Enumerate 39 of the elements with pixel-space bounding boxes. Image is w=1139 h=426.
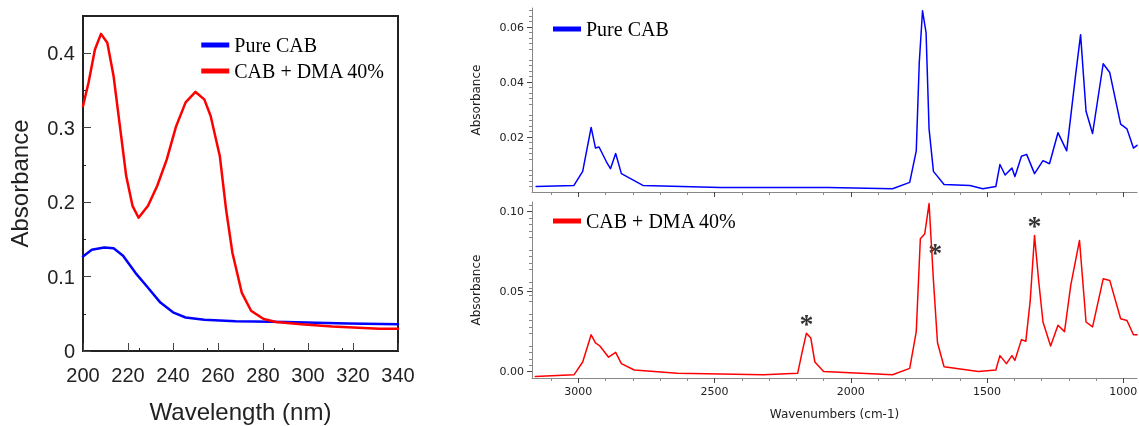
annotation: *	[799, 307, 814, 339]
y-tick-label: 0.4	[47, 42, 75, 65]
line-series	[81, 32, 400, 330]
x-tick-label: 320	[336, 364, 370, 386]
x-tick-label: 1500	[973, 385, 1002, 398]
x-tick-label: 2000	[836, 385, 865, 398]
x-tick-label: 340	[381, 364, 415, 386]
x-tick-label: 200	[66, 364, 100, 386]
x-axis-title: Wavelength (nm)	[149, 397, 332, 425]
x-tick-label: 240	[156, 364, 190, 386]
annotation: *	[1027, 210, 1042, 242]
y-tick-label: 0.2	[47, 191, 75, 214]
y-axis-title: Absorbance	[469, 64, 483, 136]
x-axis-title: Wavenumbers (cm-1)	[769, 407, 900, 421]
y-axis-title: Absorbance	[5, 119, 33, 248]
x-tick-label: 3000	[564, 385, 593, 398]
x-tick-label: 300	[291, 364, 325, 386]
legend-label: Pure CAB	[586, 18, 669, 40]
line-series	[534, 202, 1138, 378]
y-tick-label: 0.06	[499, 20, 524, 34]
x-tick-label: 260	[201, 364, 235, 386]
x-tick-label: 2500	[700, 385, 729, 398]
y-tick-label: 0.00	[499, 365, 524, 379]
y-axis-title: Absorbance	[469, 254, 483, 326]
y-tick-label: 0.05	[499, 285, 524, 299]
legend-label: CAB + DMA 40%	[586, 210, 736, 232]
y-tick-label: 0.10	[499, 205, 524, 219]
legend-label: Pure CAB	[234, 34, 318, 56]
y-tick-label: 0	[63, 340, 75, 362]
x-tick-label: 1000	[1109, 385, 1138, 398]
y-tick-label: 0.04	[499, 75, 524, 89]
legend-label: CAB + DMA 40%	[234, 60, 384, 82]
y-tick-label: 0.02	[499, 130, 524, 144]
x-tick-label: 220	[111, 364, 145, 386]
line-series	[81, 246, 400, 326]
x-tick-label: 280	[246, 364, 280, 386]
y-tick-label: 0.1	[47, 265, 75, 288]
line-series	[535, 10, 1138, 190]
y-tick-label: 0.3	[47, 116, 75, 139]
